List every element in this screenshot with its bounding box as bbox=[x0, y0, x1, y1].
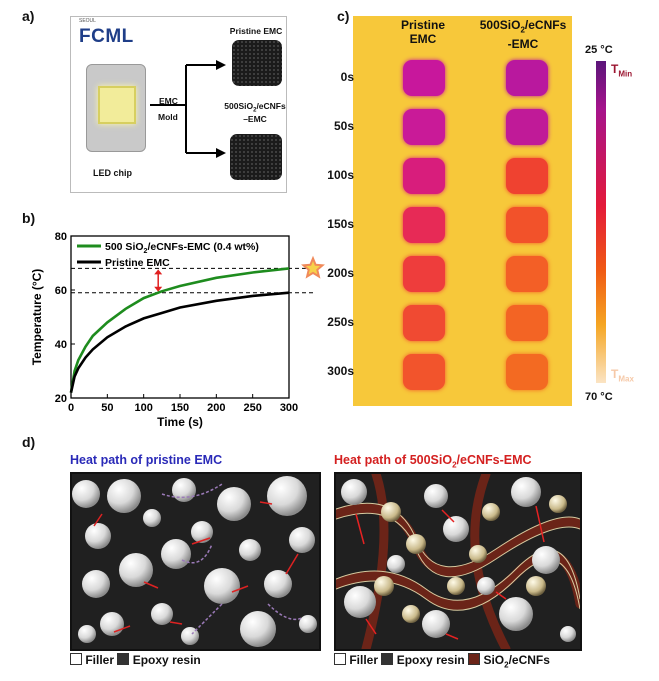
composite-thermal-square bbox=[506, 207, 548, 243]
panel-b-label: b) bbox=[22, 210, 36, 226]
panel-c-label: c) bbox=[337, 8, 350, 24]
x-tick-label: 0 bbox=[68, 402, 74, 414]
led-chip-label: LED chip bbox=[93, 168, 133, 178]
fcml-logo: FCML bbox=[79, 26, 134, 47]
x-tick-label: 150 bbox=[171, 402, 189, 414]
epoxy-swatch-2 bbox=[381, 653, 394, 665]
composite-emc-label: 500SiO2/eCNFs –EMC bbox=[224, 101, 286, 124]
pristine-emc-sample bbox=[232, 40, 282, 86]
pristine-heat-path-title: Heat path of pristine EMC bbox=[70, 453, 223, 467]
mold-step-label: Mold bbox=[158, 112, 178, 122]
composite-thermal-square bbox=[506, 305, 548, 341]
emc-step-label: EMC bbox=[159, 96, 178, 106]
pristine-thermal-square bbox=[403, 60, 445, 96]
pristine-column-header: Pristine EMC bbox=[400, 18, 445, 46]
pristine-microstructure-illustration bbox=[70, 472, 321, 651]
time-label: 100s bbox=[327, 168, 354, 182]
y-tick-label: 60 bbox=[55, 285, 67, 297]
composite-emc-sample bbox=[230, 134, 282, 180]
x-tick-label: 50 bbox=[101, 402, 113, 414]
time-label: 300s bbox=[327, 364, 354, 378]
pristine-thermal-square bbox=[403, 305, 445, 341]
composite-series-line bbox=[69, 267, 290, 393]
epoxy-swatch bbox=[117, 653, 130, 665]
cnf-swatch bbox=[468, 653, 481, 665]
time-label: 200s bbox=[327, 266, 354, 280]
composite-thermal-square bbox=[506, 158, 548, 194]
tmin-label: TMin bbox=[611, 62, 633, 79]
pristine-emc-label: Pristine EMC bbox=[229, 26, 283, 36]
panel-a-label: a) bbox=[22, 8, 35, 24]
pristine-thermal-square bbox=[403, 158, 445, 194]
logo-subtext: SEOUL bbox=[79, 18, 96, 24]
scale-top-label: 25 °C bbox=[585, 44, 613, 56]
y-tick-label: 40 bbox=[55, 339, 67, 351]
x-axis-label: Time (s) bbox=[157, 415, 203, 429]
x-tick-label: 100 bbox=[134, 402, 152, 414]
led-emitter-icon bbox=[98, 86, 136, 124]
pristine-thermal-square bbox=[403, 354, 445, 390]
time-label: 250s bbox=[327, 315, 354, 329]
plot-frame bbox=[70, 235, 290, 399]
time-label: 0s bbox=[340, 70, 354, 84]
pristine-legend: Filler Epoxy resin bbox=[70, 653, 201, 667]
composite-thermal-square bbox=[506, 256, 548, 292]
star-icon bbox=[301, 255, 325, 279]
pristine-series-line bbox=[69, 291, 290, 393]
composite-thermal-square bbox=[506, 354, 548, 390]
composite-thermal-square bbox=[506, 109, 548, 145]
pristine-thermal-square bbox=[403, 256, 445, 292]
composite-legend: Filler Epoxy resin SiO2/eCNFs bbox=[334, 653, 550, 669]
filler-swatch bbox=[70, 653, 82, 665]
x-tick-label: 250 bbox=[243, 402, 261, 414]
y-tick-label: 20 bbox=[55, 393, 67, 405]
temperature-chart: 0 50 100 150 200 250 300 20 40 60 80 Time (s) Temper… bbox=[30, 231, 325, 429]
pristine-thermal-square bbox=[403, 207, 445, 243]
arrow-head-down bbox=[154, 286, 163, 292]
scale-bottom-label: 70 °C bbox=[585, 391, 613, 403]
tmax-label: TMax bbox=[611, 367, 634, 384]
composite-column-header: 500SiO2/eCNFs -EMC bbox=[479, 18, 567, 52]
temperature-colorbar bbox=[596, 61, 606, 383]
y-tick-label: 80 bbox=[55, 231, 67, 243]
time-label: 150s bbox=[327, 217, 354, 231]
y-axis-label: Temperature (°C) bbox=[30, 269, 44, 366]
composite-thermal-square bbox=[506, 60, 548, 96]
legend-label: 500 SiO2/eCNFs-EMC (0.4 wt%) bbox=[105, 241, 259, 255]
molding-arrows bbox=[150, 60, 226, 158]
filler-swatch-2 bbox=[334, 653, 346, 665]
x-tick-label: 300 bbox=[280, 402, 298, 414]
legend-label: Pristine EMC bbox=[105, 257, 170, 269]
arrow-head-up bbox=[154, 269, 163, 275]
x-tick-label: 200 bbox=[207, 402, 225, 414]
panel-d-label: d) bbox=[22, 434, 36, 450]
composite-heat-path-title: Heat path of 500SiO2/eCNFs-EMC bbox=[334, 453, 532, 470]
pristine-thermal-square bbox=[403, 109, 445, 145]
time-label: 50s bbox=[333, 119, 354, 133]
composite-microstructure-illustration bbox=[334, 472, 582, 651]
